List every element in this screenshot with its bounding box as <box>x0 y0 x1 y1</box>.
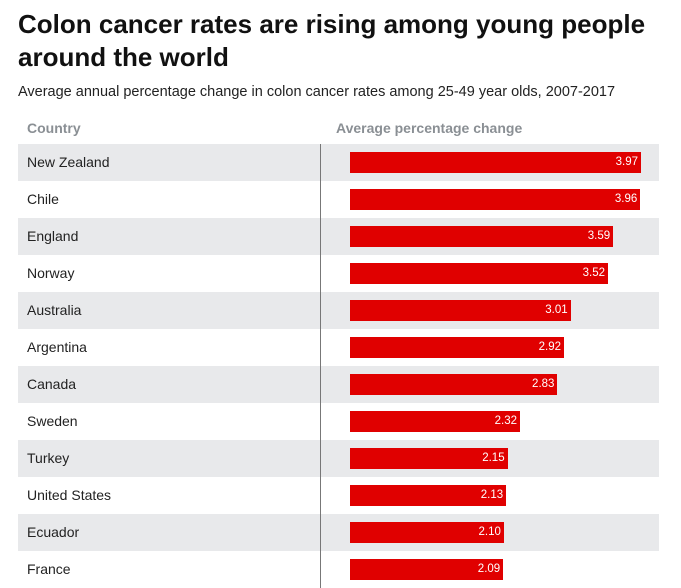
country-label: Canada <box>27 376 77 392</box>
country-label: Argentina <box>27 339 87 355</box>
bar-value-label: 3.01 <box>545 304 568 316</box>
bar: 2.10 <box>350 522 504 543</box>
bar: 3.97 <box>350 152 641 173</box>
country-label: United States <box>27 487 112 503</box>
country-column-header: Country <box>27 120 81 136</box>
bar-value-label: 2.32 <box>494 415 518 427</box>
country-label: France <box>27 561 71 577</box>
bar-value-label: 2.13 <box>480 489 504 501</box>
table-row: Australia 3.01 <box>18 292 659 329</box>
table-row: Chile 3.96 <box>18 181 659 218</box>
bar-value-label: 2.10 <box>478 526 501 538</box>
table-row: Canada 2.83 <box>18 366 659 403</box>
bar-value-label: 2.09 <box>477 563 501 575</box>
table-row: United States 2.13 <box>18 477 659 514</box>
bar-value-label: 3.59 <box>587 230 611 242</box>
country-label: England <box>27 228 79 244</box>
country-label: New Zealand <box>27 154 110 170</box>
bar: 3.52 <box>350 263 609 284</box>
bar: 3.96 <box>350 189 641 210</box>
bar-value-label: 2.83 <box>532 378 555 390</box>
country-label: Ecuador <box>27 524 80 540</box>
bar: 2.83 <box>350 374 558 395</box>
bar: 2.15 <box>350 448 508 469</box>
bar-value-label: 3.52 <box>582 267 606 279</box>
table-row: Norway 3.52 <box>18 255 659 292</box>
table-row: Turkey 2.15 <box>18 440 659 477</box>
table-row: Ecuador 2.10 <box>18 514 659 551</box>
bar-value-label: 3.97 <box>615 156 638 168</box>
bar-value-label: 2.92 <box>538 341 562 353</box>
table-row: England 3.59 <box>18 218 659 255</box>
table-row: Argentina 2.92 <box>18 329 659 366</box>
bar-value-label: 3.96 <box>614 193 638 205</box>
bar: 2.09 <box>350 559 504 580</box>
bar: 2.32 <box>350 411 521 432</box>
country-label: Norway <box>27 265 75 281</box>
change-column-header: Average percentage change <box>336 120 523 136</box>
country-label: Chile <box>27 191 59 207</box>
table-row: France 2.09 <box>18 551 659 588</box>
table-row: New Zealand 3.97 <box>18 144 659 181</box>
bar: 2.92 <box>350 337 565 358</box>
table-row: Sweden 2.32 <box>18 403 659 440</box>
country-label: Australia <box>27 302 82 318</box>
chart-subtitle: Average annual percentage change in colo… <box>18 84 616 100</box>
country-label: Turkey <box>27 450 70 466</box>
bar: 3.59 <box>350 226 614 247</box>
chart-title: Colon cancer rates are rising among youn… <box>18 9 646 72</box>
country-label: Sweden <box>27 413 78 429</box>
axis-line <box>320 144 321 588</box>
bar: 2.13 <box>350 485 507 506</box>
bar: 3.01 <box>350 300 571 321</box>
bar-table: New Zealand 3.97 Chile 3.96 England 3.59 Norwa… <box>18 144 659 588</box>
bar-value-label: 2.15 <box>482 452 505 464</box>
